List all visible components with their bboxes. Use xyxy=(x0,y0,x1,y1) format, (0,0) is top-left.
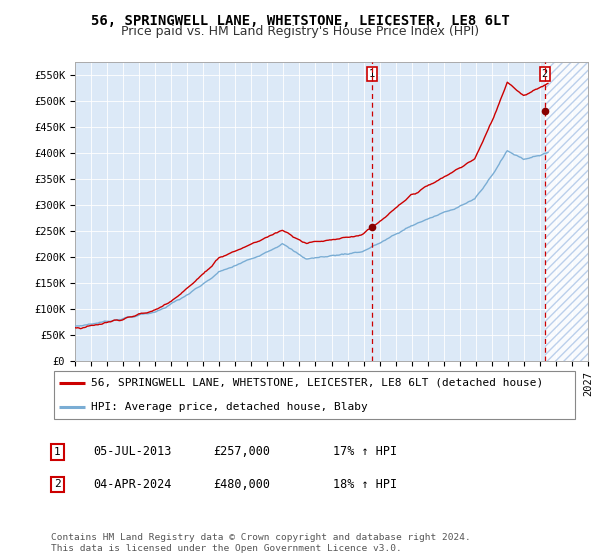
Text: 05-JUL-2013: 05-JUL-2013 xyxy=(93,445,172,459)
FancyBboxPatch shape xyxy=(53,371,575,419)
Text: 2: 2 xyxy=(54,479,61,489)
Text: 56, SPRINGWELL LANE, WHETSTONE, LEICESTER, LE8 6LT (detached house): 56, SPRINGWELL LANE, WHETSTONE, LEICESTE… xyxy=(91,378,543,388)
Text: £257,000: £257,000 xyxy=(213,445,270,459)
Bar xyxy=(545,62,588,361)
Text: 2: 2 xyxy=(542,69,548,79)
Text: Price paid vs. HM Land Registry's House Price Index (HPI): Price paid vs. HM Land Registry's House … xyxy=(121,25,479,38)
Text: 1: 1 xyxy=(54,447,61,457)
Text: HPI: Average price, detached house, Blaby: HPI: Average price, detached house, Blab… xyxy=(91,402,367,412)
Text: 56, SPRINGWELL LANE, WHETSTONE, LEICESTER, LE8 6LT: 56, SPRINGWELL LANE, WHETSTONE, LEICESTE… xyxy=(91,14,509,28)
Text: 1: 1 xyxy=(368,69,375,79)
Text: 04-APR-2024: 04-APR-2024 xyxy=(93,478,172,491)
Text: 17% ↑ HPI: 17% ↑ HPI xyxy=(333,445,397,459)
Text: Contains HM Land Registry data © Crown copyright and database right 2024.
This d: Contains HM Land Registry data © Crown c… xyxy=(51,533,471,553)
Text: 18% ↑ HPI: 18% ↑ HPI xyxy=(333,478,397,491)
Text: £480,000: £480,000 xyxy=(213,478,270,491)
